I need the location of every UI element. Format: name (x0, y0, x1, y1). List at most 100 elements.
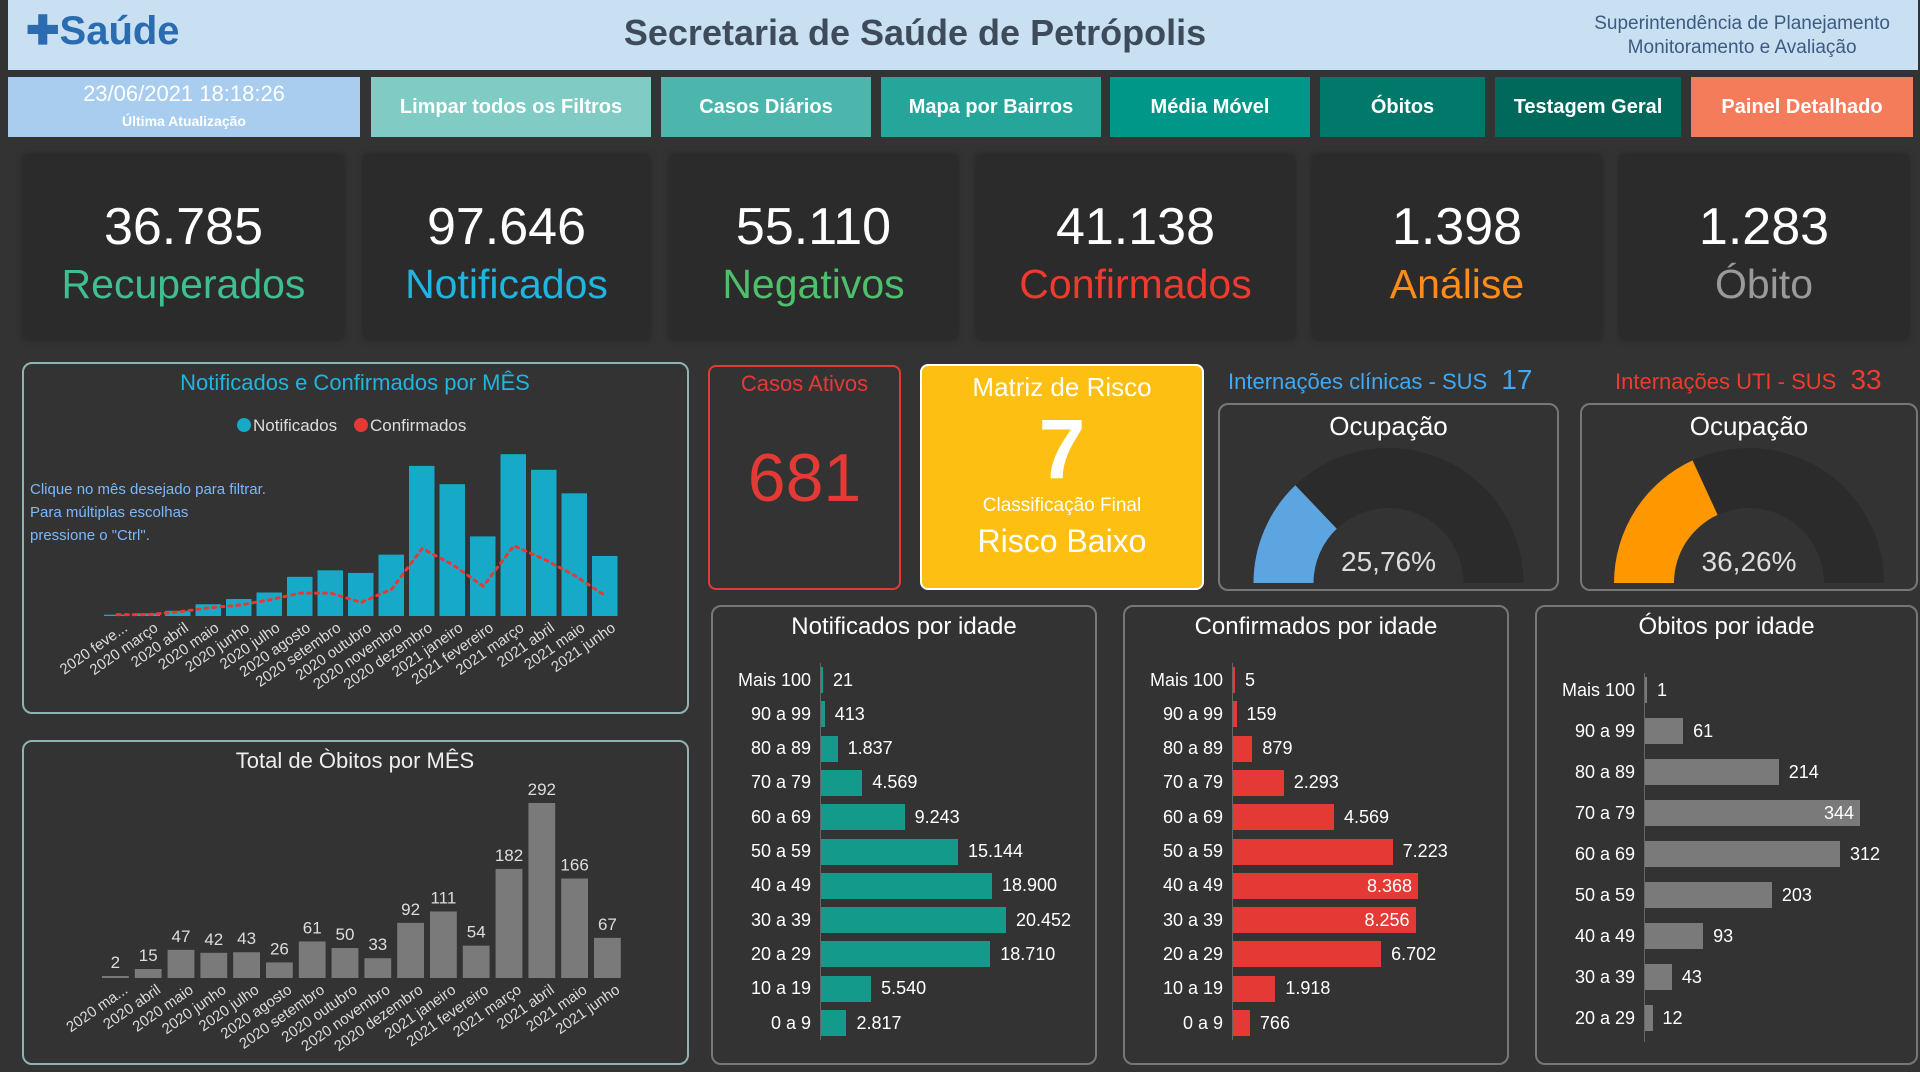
age-bar[interactable]: 8.368 (1233, 872, 1418, 899)
age-row[interactable]: 90 a 99 159 (1125, 701, 1277, 728)
age-bar[interactable] (821, 804, 905, 831)
age-row[interactable]: 60 a 69 9.243 (713, 804, 960, 831)
kpi-card-confirmados[interactable]: 41.138 Confirmados (977, 155, 1294, 339)
age-row[interactable]: 60 a 69 312 (1537, 841, 1880, 867)
nav-button-6[interactable]: Painel Detalhado (1691, 77, 1913, 137)
age-bar[interactable] (1645, 964, 1672, 990)
age-bar[interactable] (1233, 1010, 1250, 1036)
bar-notificados[interactable] (409, 465, 435, 616)
bar-notificados[interactable] (256, 592, 283, 616)
age-row[interactable]: Mais 100 5 (1125, 667, 1255, 693)
age-row[interactable]: 70 a 79 344 (1537, 800, 1860, 826)
kpi-card-óbito[interactable]: 1.283 Óbito (1620, 155, 1908, 339)
age-bar[interactable] (821, 769, 863, 796)
bar-obitos[interactable] (233, 952, 260, 978)
bar-notificados[interactable] (134, 613, 161, 616)
age-row[interactable]: 0 a 9 2.817 (713, 1010, 902, 1036)
age-row[interactable]: 20 a 29 18.710 (713, 941, 1055, 968)
age-bar[interactable] (1645, 759, 1779, 785)
kpi-card-notificados[interactable]: 97.646 Notificados (364, 155, 649, 339)
bar-notificados[interactable] (348, 572, 374, 616)
age-bar[interactable] (1645, 882, 1772, 908)
age-bar[interactable] (821, 975, 872, 1002)
bar-obitos[interactable] (331, 948, 359, 978)
age-row[interactable]: 50 a 59 15.144 (713, 838, 1023, 865)
bar-notificados[interactable] (165, 610, 191, 616)
bar-obitos[interactable] (594, 937, 621, 978)
age-row[interactable]: 40 a 49 18.900 (713, 872, 1057, 899)
age-bar[interactable] (1233, 838, 1393, 865)
age-row[interactable]: 90 a 99 413 (713, 701, 865, 728)
bar-obitos[interactable] (134, 969, 162, 978)
age-row[interactable]: 10 a 19 1.918 (1125, 975, 1330, 1002)
bar-notificados[interactable] (561, 493, 588, 616)
bar-notificados[interactable] (592, 555, 618, 616)
nav-button-5[interactable]: Testagem Geral (1495, 77, 1681, 137)
age-row[interactable]: 40 a 49 8.368 (1125, 872, 1418, 899)
legend-notificados[interactable]: Notificados (253, 416, 337, 435)
age-bar[interactable] (1233, 701, 1237, 728)
age-bar[interactable] (1645, 718, 1684, 744)
monthly-cases-chart[interactable]: Notificados e Confirmados por MÊS Notific… (22, 362, 689, 714)
age-bar[interactable] (1233, 804, 1334, 831)
age-row[interactable]: 0 a 9 766 (1125, 1010, 1290, 1036)
bar-obitos[interactable] (495, 868, 523, 978)
age-bar[interactable] (821, 735, 838, 762)
monthly-cases-svg[interactable]: Notificados e Confirmados por MÊS Notific… (24, 364, 687, 712)
nav-button-3[interactable]: Média Móvel (1110, 77, 1310, 137)
kpi-card-recuperados[interactable]: 36.785 Recuperados (24, 155, 343, 339)
age-row[interactable]: 90 a 99 61 (1537, 718, 1713, 744)
age-bar[interactable]: 8.256 (1233, 907, 1416, 934)
confirmed-by-age-chart[interactable]: Confirmados por idade Mais 100 5 90 a 99 159… (1123, 605, 1509, 1065)
bar-notificados[interactable] (226, 599, 252, 616)
age-row[interactable]: 70 a 79 4.569 (713, 769, 917, 796)
notified-by-age-chart[interactable]: Notificados por idade Mais 100 21 90 a 99 41… (711, 605, 1097, 1065)
bar-notificados[interactable] (195, 604, 222, 616)
age-row[interactable]: 30 a 39 43 (1537, 964, 1702, 990)
bar-notificados[interactable] (439, 484, 466, 616)
bar-obitos[interactable] (266, 962, 293, 978)
age-bar[interactable] (821, 941, 991, 968)
nav-button-4[interactable]: Óbitos (1320, 77, 1485, 137)
bar-notificados[interactable] (531, 469, 557, 616)
nav-button-1[interactable]: Casos Diários (661, 77, 871, 137)
age-row[interactable]: 80 a 89 879 (1125, 735, 1292, 762)
age-bar[interactable] (821, 1010, 847, 1036)
bar-notificados[interactable] (287, 576, 313, 616)
bar-obitos[interactable] (462, 945, 490, 978)
age-bar[interactable] (1233, 975, 1276, 1002)
age-bar[interactable] (821, 667, 823, 693)
age-bar[interactable] (821, 838, 958, 865)
kpi-card-negativos[interactable]: 55.110 Negativos (670, 155, 957, 339)
deaths-by-age-chart[interactable]: Óbitos por idade Mais 100 1 90 a 99 61 80 a 8… (1535, 605, 1918, 1065)
bar-obitos[interactable] (528, 803, 556, 978)
age-bar[interactable] (1233, 667, 1235, 693)
age-row[interactable]: 40 a 49 93 (1537, 923, 1733, 949)
age-row[interactable]: Mais 100 21 (713, 667, 853, 693)
age-row[interactable]: 20 a 29 6.702 (1125, 941, 1436, 968)
age-row[interactable]: 80 a 89 1.837 (713, 735, 893, 762)
age-bar[interactable] (1233, 941, 1382, 968)
age-row[interactable]: 50 a 59 203 (1537, 882, 1812, 908)
age-row[interactable]: 60 a 69 4.569 (1125, 804, 1389, 831)
bar-obitos[interactable] (397, 922, 424, 978)
bar-obitos[interactable] (561, 878, 588, 978)
bar-obitos[interactable] (102, 976, 129, 978)
nav-button-2[interactable]: Mapa por Bairros (881, 77, 1101, 137)
age-row[interactable]: 80 a 89 214 (1537, 759, 1819, 785)
bar-notificados[interactable] (378, 554, 405, 616)
age-bar[interactable] (821, 907, 1006, 934)
bar-obitos[interactable] (364, 958, 392, 978)
monthly-deaths-chart[interactable]: Total de Òbitos por MÊS 2 2020 ma... 15 2020… (22, 740, 689, 1065)
age-bar[interactable] (821, 701, 825, 728)
age-row[interactable]: 20 a 29 12 (1537, 1005, 1683, 1031)
age-row[interactable]: Mais 100 1 (1537, 677, 1667, 703)
age-bar[interactable] (1645, 1005, 1653, 1031)
age-row[interactable]: 50 a 59 7.223 (1125, 838, 1448, 865)
nav-button-0[interactable]: Limpar todos os Filtros (371, 77, 651, 137)
bar-notificados[interactable] (500, 454, 527, 616)
age-bar[interactable] (1645, 841, 1840, 867)
bar-obitos[interactable] (298, 941, 326, 978)
age-bar[interactable]: 344 (1645, 800, 1860, 826)
